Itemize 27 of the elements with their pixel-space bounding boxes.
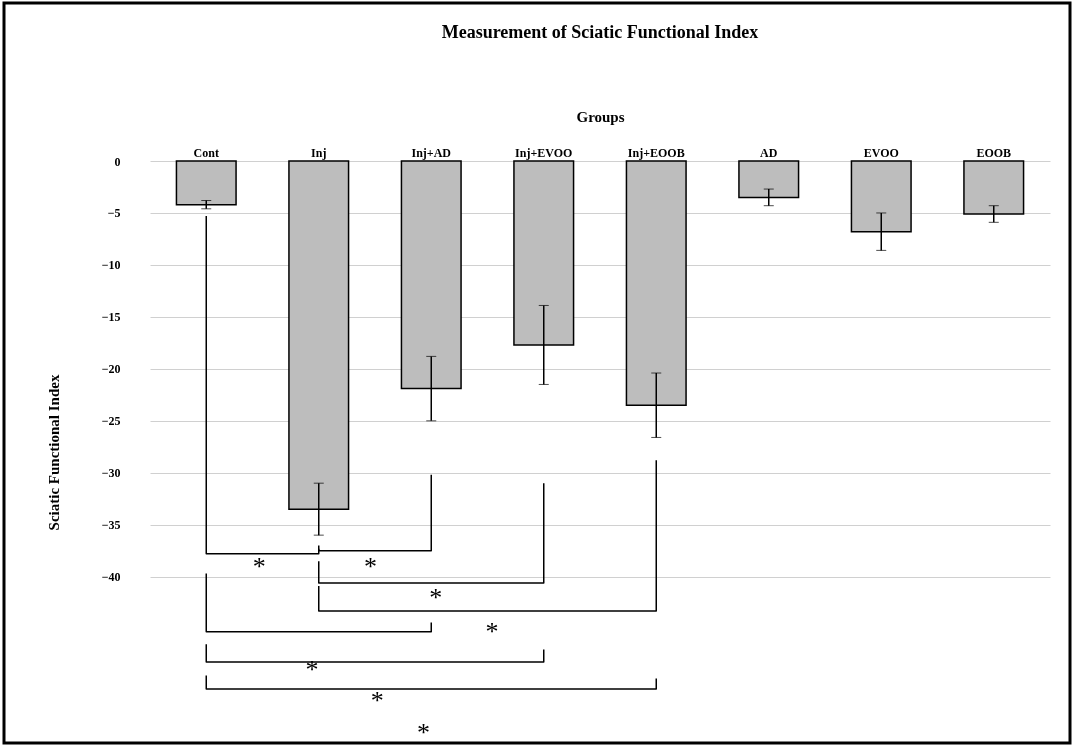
y-tick-label: −10 [101, 258, 121, 273]
annotation: * [364, 552, 377, 582]
annotation: * [485, 616, 499, 646]
y-tick-label: −20 [101, 362, 121, 377]
x-axis-title: Groups [576, 108, 625, 125]
x-tick-label: Cont [193, 145, 219, 160]
y-axis-title: Sciatic Functional Index [45, 374, 62, 531]
x-tick-label: Inj+AD [411, 145, 452, 160]
annotation: * [416, 717, 430, 747]
x-tick-label: EOOB [976, 145, 1012, 160]
y-tick-label: −15 [101, 310, 121, 325]
annotation: * [305, 655, 319, 685]
annotation: * [429, 582, 443, 612]
y-tick-label: −25 [101, 414, 121, 429]
annotation: * [252, 552, 266, 582]
chart-title: Measurement of Sciatic Functional Index [441, 21, 759, 42]
y-tick-label: 0 [114, 154, 121, 169]
x-tick-label: AD [760, 145, 778, 160]
x-tick-label: EVOO [863, 145, 899, 160]
y-tick-label: −40 [101, 570, 121, 585]
annotation: * [370, 686, 384, 716]
x-tick-label: Inj+EOOB [627, 145, 685, 160]
y-tick-label: −35 [101, 518, 121, 533]
x-tick-label: Inj [311, 145, 327, 160]
y-tick-label: −30 [101, 466, 121, 481]
x-tick-label: Inj+EVOO [515, 145, 573, 160]
y-tick-label: −5 [107, 206, 121, 221]
